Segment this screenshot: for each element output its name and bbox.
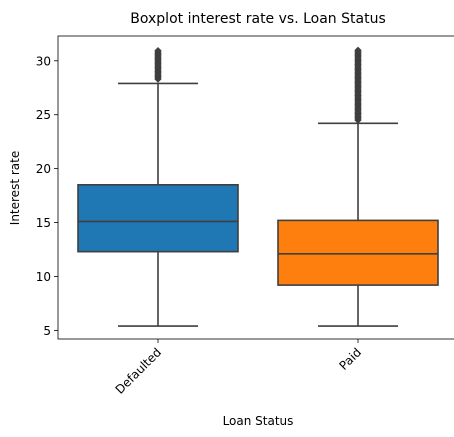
y-tick-label: 5 <box>43 324 51 338</box>
x-axis-ticks: Defaulted Paid <box>113 339 365 397</box>
outlier-points <box>154 47 162 83</box>
y-tick-label: 10 <box>36 270 51 284</box>
y-axis-label: Interest rate <box>8 151 22 225</box>
outlier-points <box>354 46 362 124</box>
y-tick-label: 15 <box>36 216 51 230</box>
outlier-marker <box>154 47 162 55</box>
y-tick-label: 25 <box>36 108 51 122</box>
outlier-marker <box>354 46 362 54</box>
y-axis-ticks: 5 10 15 20 25 30 <box>36 54 58 338</box>
x-tick-label: Defaulted <box>113 345 165 397</box>
box-group-paid <box>277 46 439 327</box>
plot-frame <box>57 35 454 340</box>
plot-marks <box>77 46 439 327</box>
box-iqr <box>77 184 239 253</box>
x-tick-label: Paid <box>337 345 365 373</box>
box-group-defaulted <box>77 47 239 327</box>
box-iqr <box>277 219 439 286</box>
chart-title: Boxplot interest rate vs. Loan Status <box>130 11 385 27</box>
y-tick-label: 20 <box>36 162 51 176</box>
y-tick-label: 30 <box>36 54 51 68</box>
x-axis-label: Loan Status <box>223 414 294 428</box>
